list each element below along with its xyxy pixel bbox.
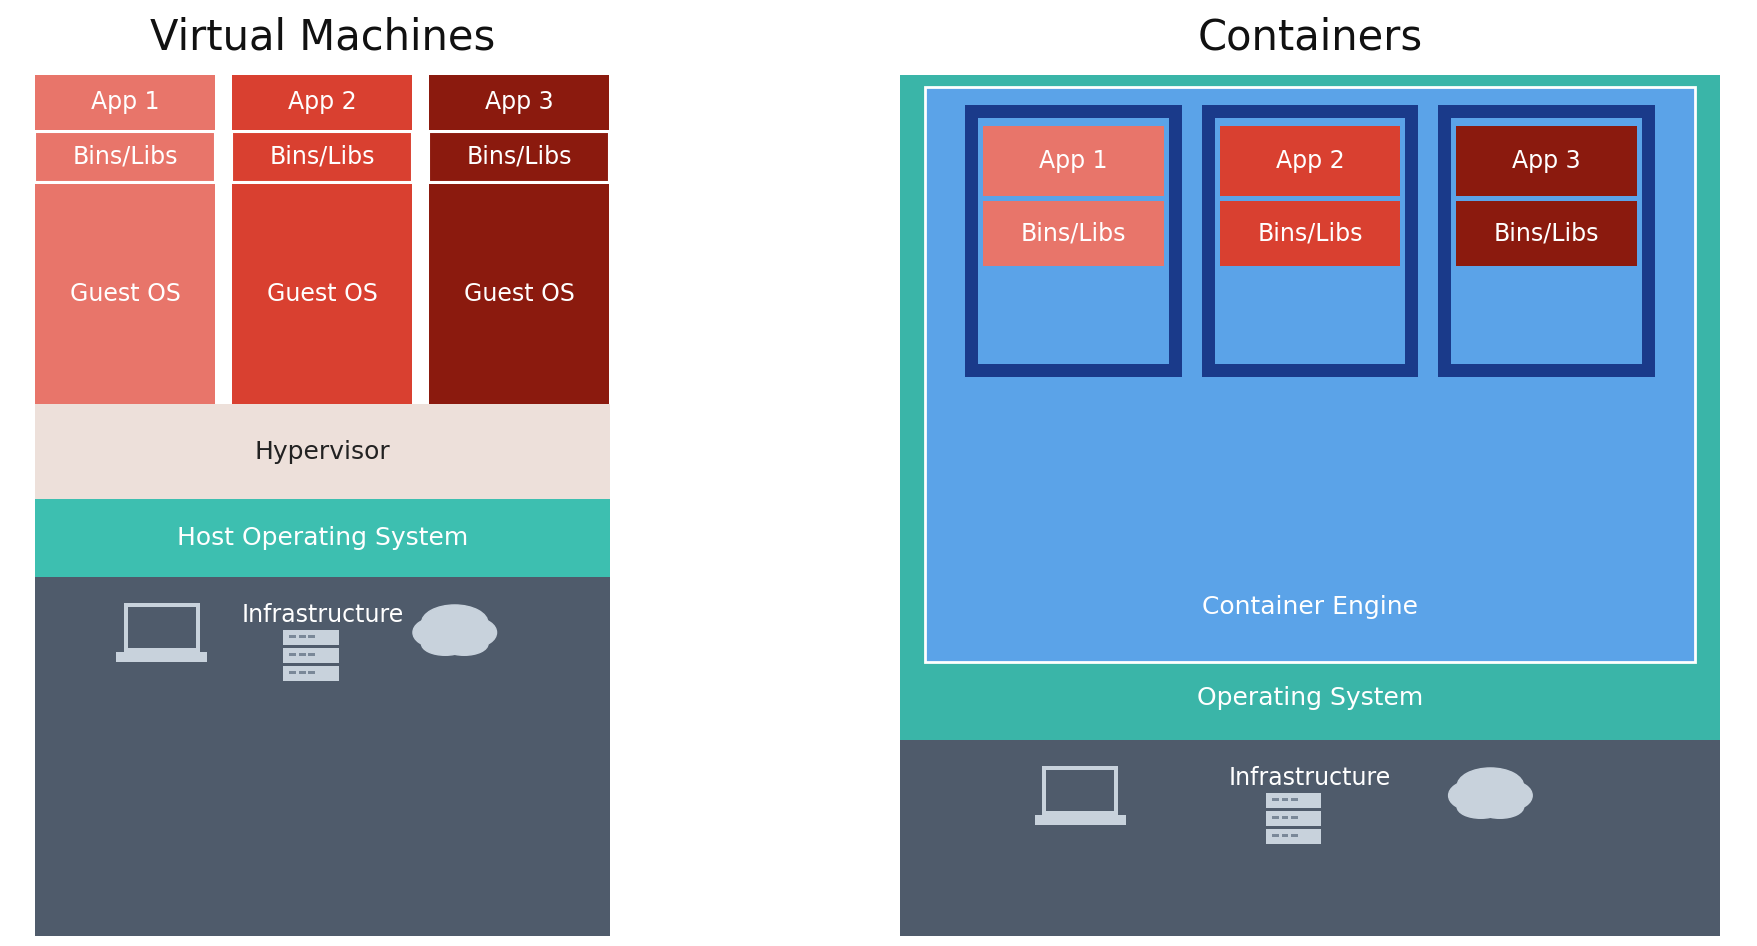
Bar xyxy=(35,404,610,499)
Text: Operating System: Operating System xyxy=(1197,686,1423,710)
Bar xyxy=(982,126,1163,196)
Text: Bins/Libs: Bins/Libs xyxy=(269,145,374,169)
Text: Bins/Libs: Bins/Libs xyxy=(1021,221,1126,246)
Text: App 1: App 1 xyxy=(1038,149,1107,173)
Text: Guest OS: Guest OS xyxy=(267,282,378,306)
Bar xyxy=(1281,816,1288,819)
Bar xyxy=(1457,126,1638,196)
Text: App 1: App 1 xyxy=(91,91,160,114)
Text: Guest OS: Guest OS xyxy=(464,282,575,306)
Bar xyxy=(1439,105,1451,377)
Bar xyxy=(35,577,610,936)
Text: Container Engine: Container Engine xyxy=(1202,595,1418,619)
Bar xyxy=(1281,798,1288,801)
Bar xyxy=(283,648,339,663)
Bar xyxy=(1042,765,1119,815)
Bar xyxy=(900,740,1720,936)
Text: Containers: Containers xyxy=(1198,17,1423,59)
Bar xyxy=(309,635,315,638)
Text: Infrastructure: Infrastructure xyxy=(241,603,404,627)
Bar xyxy=(900,75,1720,740)
Bar xyxy=(965,105,1182,118)
Bar xyxy=(1291,798,1298,801)
Text: Bins/Libs: Bins/Libs xyxy=(1493,221,1599,246)
Bar xyxy=(1457,201,1638,266)
Bar xyxy=(299,653,306,656)
Bar xyxy=(232,184,411,404)
Bar xyxy=(35,132,214,182)
Bar xyxy=(290,653,297,656)
Bar xyxy=(1272,798,1279,801)
Bar xyxy=(1439,105,1655,118)
Bar xyxy=(965,364,1182,377)
Ellipse shape xyxy=(422,633,469,656)
Bar xyxy=(35,75,214,130)
Bar xyxy=(123,603,200,652)
Bar xyxy=(924,87,1696,662)
Bar xyxy=(116,652,207,661)
Text: Bins/Libs: Bins/Libs xyxy=(72,145,177,169)
Text: Host Operating System: Host Operating System xyxy=(177,526,467,550)
Bar xyxy=(982,201,1163,266)
Ellipse shape xyxy=(422,604,488,641)
Bar xyxy=(1272,816,1279,819)
Text: App 2: App 2 xyxy=(288,91,357,114)
Bar xyxy=(35,499,610,577)
Bar xyxy=(1291,834,1298,837)
Bar xyxy=(1202,105,1214,377)
Bar xyxy=(1267,811,1321,826)
Bar xyxy=(128,606,195,648)
Bar xyxy=(1272,834,1279,837)
Bar xyxy=(1281,834,1288,837)
Bar xyxy=(299,671,306,674)
Bar xyxy=(1439,364,1655,377)
Ellipse shape xyxy=(441,633,488,656)
Bar xyxy=(1291,816,1298,819)
Ellipse shape xyxy=(413,619,455,647)
Bar xyxy=(429,132,610,182)
Bar xyxy=(1035,815,1126,825)
Bar xyxy=(1219,201,1400,266)
Bar xyxy=(283,630,339,645)
Ellipse shape xyxy=(1457,768,1523,804)
Text: Virtual Machines: Virtual Machines xyxy=(149,17,495,59)
Bar xyxy=(429,184,610,404)
Bar xyxy=(35,184,214,404)
Bar xyxy=(309,653,315,656)
Bar xyxy=(1202,364,1418,377)
Text: Guest OS: Guest OS xyxy=(70,282,181,306)
Bar xyxy=(1267,829,1321,844)
Text: Bins/Libs: Bins/Libs xyxy=(1258,221,1363,246)
Text: App 3: App 3 xyxy=(1513,149,1581,173)
Text: Infrastructure: Infrastructure xyxy=(1228,766,1392,790)
Bar xyxy=(1406,105,1418,377)
Bar xyxy=(965,105,979,377)
Ellipse shape xyxy=(1457,796,1504,818)
Text: App 2: App 2 xyxy=(1276,149,1344,173)
Text: Bins/Libs: Bins/Libs xyxy=(466,145,571,169)
Text: Hypervisor: Hypervisor xyxy=(255,440,390,464)
Bar xyxy=(1202,105,1418,118)
Ellipse shape xyxy=(455,619,497,647)
Bar xyxy=(1219,126,1400,196)
Bar xyxy=(232,132,411,182)
Ellipse shape xyxy=(1448,781,1490,810)
Bar xyxy=(1047,770,1114,811)
Bar xyxy=(290,671,297,674)
Ellipse shape xyxy=(1490,781,1532,810)
Bar xyxy=(309,671,315,674)
Bar xyxy=(1643,105,1655,377)
Bar xyxy=(429,75,610,130)
Bar xyxy=(283,666,339,681)
Text: App 3: App 3 xyxy=(485,91,553,114)
Bar xyxy=(1168,105,1182,377)
Bar xyxy=(232,75,411,130)
Ellipse shape xyxy=(1476,796,1523,818)
Bar xyxy=(299,635,306,638)
Bar xyxy=(1267,793,1321,808)
Bar xyxy=(290,635,297,638)
